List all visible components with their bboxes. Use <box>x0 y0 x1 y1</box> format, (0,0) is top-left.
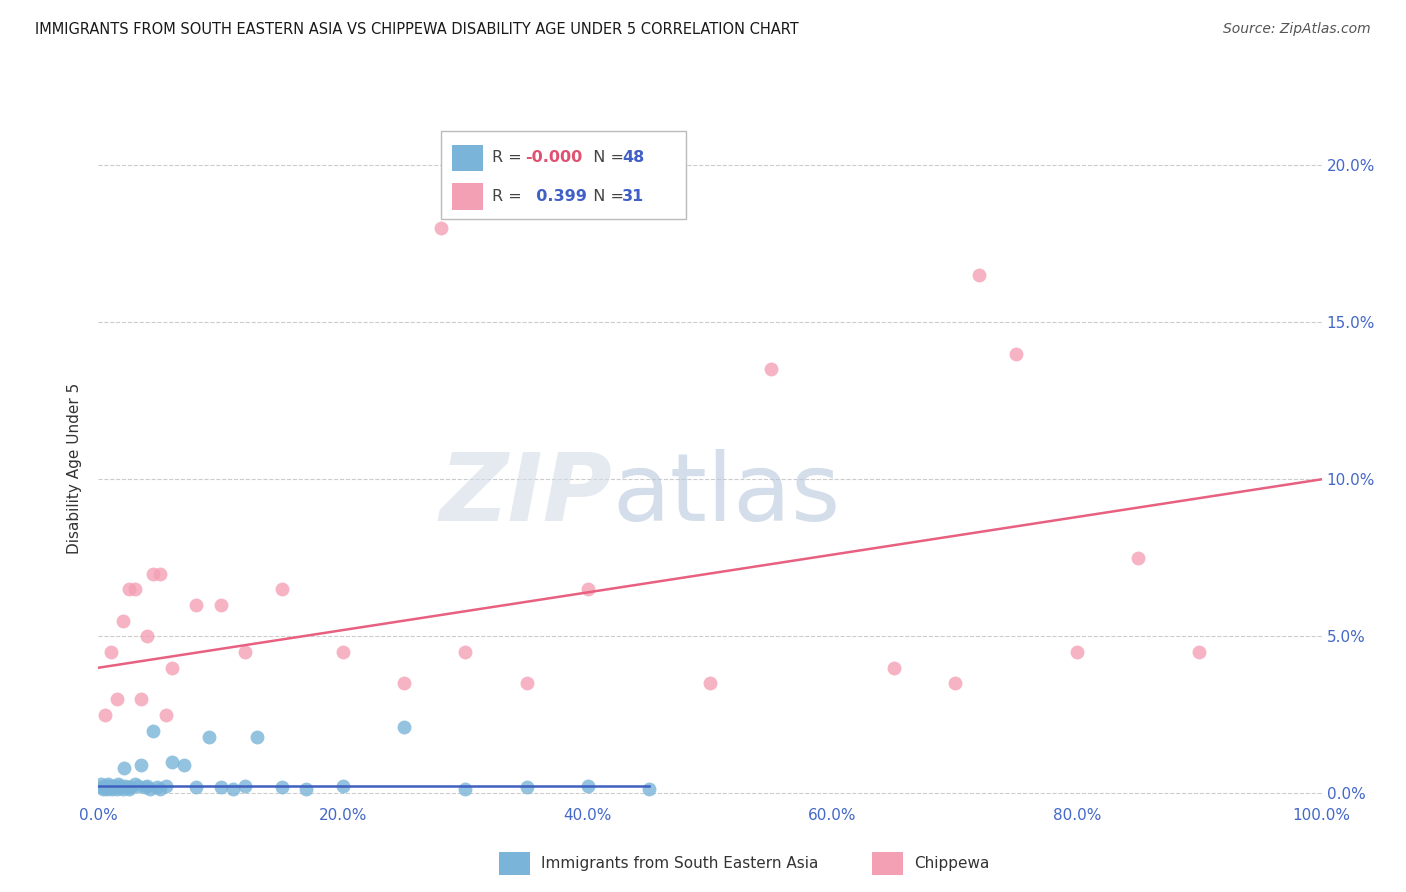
Text: atlas: atlas <box>612 449 841 541</box>
Point <box>197 730 219 744</box>
Point <box>1066 645 1088 659</box>
Point <box>270 582 294 597</box>
Point <box>576 779 599 793</box>
Point <box>91 780 114 794</box>
Point <box>136 779 159 793</box>
Point <box>108 779 131 793</box>
Point <box>430 221 453 235</box>
Point <box>142 566 165 581</box>
Point <box>1188 645 1211 659</box>
Text: R =: R = <box>492 151 526 165</box>
Point <box>105 692 128 706</box>
Point <box>233 645 256 659</box>
Point <box>129 692 152 706</box>
Point <box>454 645 477 659</box>
Point <box>101 781 124 796</box>
Point <box>1004 346 1026 360</box>
Point <box>149 566 172 581</box>
Point <box>270 780 294 794</box>
Point <box>134 780 156 794</box>
Text: R =: R = <box>492 189 526 203</box>
Text: ZIP: ZIP <box>439 449 612 541</box>
Text: 31: 31 <box>623 189 644 203</box>
Point <box>967 268 990 282</box>
Point <box>209 598 232 612</box>
Point <box>118 781 141 796</box>
Point <box>392 720 416 734</box>
Point <box>93 707 115 722</box>
Point <box>332 779 354 793</box>
Point <box>638 781 661 796</box>
Point <box>160 755 183 769</box>
Text: -0.000: -0.000 <box>526 151 582 165</box>
Point <box>124 582 146 597</box>
Point <box>90 777 112 791</box>
Point <box>295 781 318 796</box>
Point <box>127 779 149 793</box>
Point <box>129 758 152 772</box>
Point <box>454 781 477 796</box>
Point <box>1128 550 1150 565</box>
Point <box>111 614 134 628</box>
Point <box>576 582 599 597</box>
Text: Immigrants from South Eastern Asia: Immigrants from South Eastern Asia <box>541 856 818 871</box>
Point <box>222 781 245 796</box>
Point <box>209 780 232 794</box>
Y-axis label: Disability Age Under 5: Disability Age Under 5 <box>67 383 83 554</box>
Point <box>139 781 162 796</box>
Point <box>117 780 139 794</box>
Point <box>103 780 125 794</box>
Point <box>883 661 905 675</box>
Point <box>111 781 134 796</box>
Point <box>110 780 132 794</box>
Point <box>246 730 269 744</box>
Text: N =: N = <box>583 189 628 203</box>
Text: 48: 48 <box>623 151 644 165</box>
Point <box>118 582 141 597</box>
Point <box>124 777 146 791</box>
Point <box>943 676 966 690</box>
Point <box>93 779 115 793</box>
Point <box>392 676 416 690</box>
Point <box>332 645 354 659</box>
Point <box>516 780 538 794</box>
Point <box>173 758 195 772</box>
Text: Source: ZipAtlas.com: Source: ZipAtlas.com <box>1223 22 1371 37</box>
Point <box>155 779 177 793</box>
Point <box>186 780 208 794</box>
Point <box>96 781 118 796</box>
Text: 0.399: 0.399 <box>526 189 588 203</box>
Point <box>146 780 169 794</box>
Point <box>114 779 136 793</box>
Point <box>136 629 159 643</box>
Point <box>112 761 135 775</box>
Point <box>94 780 117 794</box>
Point <box>100 645 122 659</box>
Point <box>160 661 183 675</box>
Point <box>516 676 538 690</box>
Point <box>233 779 256 793</box>
Point <box>761 362 783 376</box>
Text: IMMIGRANTS FROM SOUTH EASTERN ASIA VS CHIPPEWA DISABILITY AGE UNDER 5 CORRELATIO: IMMIGRANTS FROM SOUTH EASTERN ASIA VS CH… <box>35 22 799 37</box>
Point <box>155 707 177 722</box>
Text: N =: N = <box>583 151 628 165</box>
Text: Chippewa: Chippewa <box>914 856 990 871</box>
Point <box>699 676 721 690</box>
Point <box>100 780 122 794</box>
Point <box>97 777 120 791</box>
Point <box>91 781 114 796</box>
Point <box>107 777 129 791</box>
Point <box>98 779 121 793</box>
Point <box>120 780 142 794</box>
Point <box>149 781 172 796</box>
Point <box>142 723 165 738</box>
Point <box>105 781 128 796</box>
Point <box>186 598 208 612</box>
Point <box>101 779 124 793</box>
